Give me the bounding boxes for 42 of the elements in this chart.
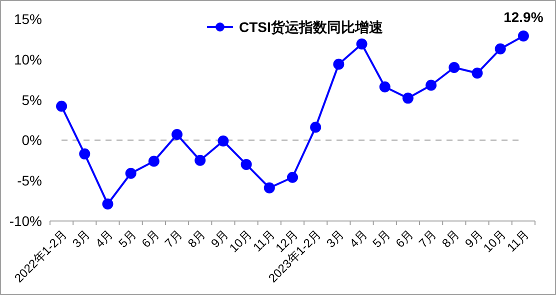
y-tick-label: 0% <box>22 132 42 148</box>
point <box>194 154 206 166</box>
point <box>79 148 90 160</box>
y-tick-label: 15% <box>14 11 42 27</box>
point <box>333 58 344 70</box>
x-tick-label: 8月 <box>439 227 462 250</box>
point <box>494 43 506 54</box>
point <box>426 80 437 91</box>
y-tick-label: 5% <box>22 92 42 108</box>
point <box>125 168 136 179</box>
point <box>448 62 460 73</box>
y-tick-label: -5% <box>17 172 42 189</box>
point <box>356 38 368 50</box>
point <box>472 68 483 79</box>
point <box>218 136 229 147</box>
legend-label: CTSI货运指数同比增速 <box>239 19 384 35</box>
x-tick-label: 5月 <box>116 227 139 250</box>
x-tick-label: 7月 <box>416 227 440 250</box>
data-label: 12.9% <box>504 8 544 25</box>
x-tick-label: 6月 <box>138 227 162 250</box>
y-tick-label: -10% <box>9 213 42 229</box>
x-tick-label: 3月 <box>70 227 93 250</box>
x-tick-label: 3月 <box>324 227 347 250</box>
point <box>172 129 183 140</box>
x-tick-label: 6月 <box>392 227 416 250</box>
point <box>379 81 390 92</box>
point <box>402 92 414 104</box>
point <box>264 182 275 194</box>
point <box>287 172 298 183</box>
x-tick-label: 7月 <box>162 227 186 250</box>
x-tick-label: 4月 <box>92 227 116 250</box>
point <box>310 122 322 133</box>
legend: CTSI货运指数同比增速 <box>207 19 383 35</box>
point <box>102 198 114 210</box>
point <box>148 156 160 167</box>
x-tick-label: 4月 <box>346 227 370 250</box>
point <box>240 158 252 170</box>
point <box>56 100 68 112</box>
x-tick-label: 8月 <box>185 227 208 250</box>
x-tick-label: 5月 <box>370 227 393 250</box>
point <box>518 30 529 42</box>
y-tick-label: 10% <box>14 51 42 68</box>
